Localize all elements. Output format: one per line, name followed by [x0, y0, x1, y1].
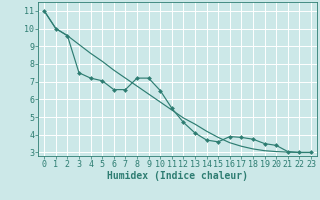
X-axis label: Humidex (Indice chaleur): Humidex (Indice chaleur)	[107, 171, 248, 181]
